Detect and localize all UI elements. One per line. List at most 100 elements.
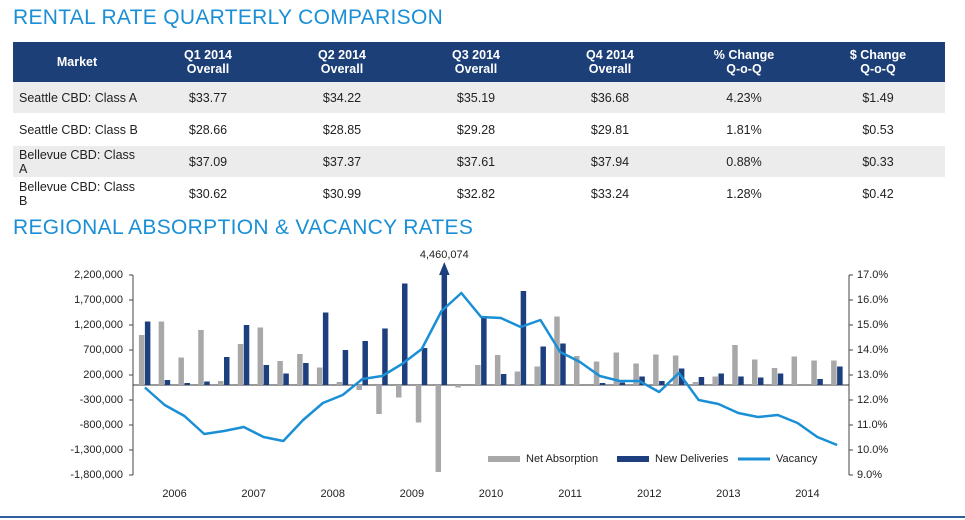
- bar: [243, 325, 250, 385]
- bar: [791, 356, 798, 385]
- bar: [402, 283, 408, 385]
- bar: [204, 381, 210, 385]
- bar: [277, 361, 283, 385]
- bar: [218, 381, 224, 385]
- cell: $35.19: [409, 82, 543, 114]
- cell: $37.61: [409, 145, 543, 178]
- bar: [297, 354, 303, 385]
- cell: $37.94: [543, 145, 677, 178]
- bar: [692, 382, 699, 385]
- bar: [144, 321, 151, 385]
- bar: [831, 360, 837, 385]
- cell: $33.77: [141, 82, 275, 114]
- x-tick-label: 2014: [795, 488, 819, 500]
- header-line: Q-o-Q: [860, 62, 896, 76]
- table-row: Seattle CBD: Class B $28.66 $28.85 $29.28 $2…: [13, 113, 945, 146]
- y-tick-label: -800,000: [80, 419, 123, 431]
- cell: $33.24: [543, 177, 677, 210]
- header-cell: Q1 2014 Overall: [141, 42, 275, 82]
- cell: 0.88%: [677, 145, 811, 178]
- cell: $0.53: [811, 113, 945, 146]
- x-tick-label: 2008: [321, 488, 345, 500]
- header-cell: Q3 2014 Overall: [409, 42, 543, 82]
- cell: $28.85: [275, 113, 409, 146]
- y-tick-label: -1,300,000: [70, 444, 123, 456]
- bar: [376, 385, 382, 414]
- table-row: Bellevue CBD: Class A $37.09 $37.37 $37.61 $…: [13, 145, 945, 178]
- table-row: Bellevue CBD: Class B $30.62 $30.99 $32.82 $…: [13, 177, 945, 210]
- bar: [738, 376, 744, 385]
- header-line: Overall: [320, 62, 364, 76]
- bar: [257, 327, 264, 385]
- x-tick-label: 2010: [479, 488, 503, 500]
- bar: [224, 357, 230, 385]
- legend-label: Vacancy: [776, 453, 818, 465]
- bar: [322, 312, 329, 385]
- bar: [520, 291, 527, 385]
- bar: [659, 381, 665, 385]
- y-tick-label: -1,800,000: [70, 469, 123, 481]
- y-tick-label: 2,200,000: [74, 269, 123, 281]
- bar: [362, 341, 368, 385]
- value-label: 4,460,074: [420, 249, 469, 261]
- y-tick-label: 1,700,000: [74, 294, 123, 306]
- bar: [336, 382, 343, 385]
- y2-tick-label: 16.0%: [857, 294, 888, 306]
- bar: [514, 371, 521, 385]
- bar: [758, 377, 764, 385]
- y2-tick-label: 11.0%: [857, 419, 888, 431]
- bar: [633, 363, 639, 385]
- cell: $1.49: [811, 82, 945, 114]
- bar: [382, 328, 388, 385]
- bar: [752, 359, 758, 385]
- cell: $29.81: [543, 113, 677, 146]
- header-line: Overall: [454, 62, 498, 76]
- header-cell: Market: [13, 42, 141, 82]
- header-line: Q3 2014: [452, 48, 500, 62]
- bar: [494, 355, 501, 385]
- bar: [599, 383, 606, 385]
- header-cell: $ Change Q-o-Q: [811, 42, 945, 82]
- bar: [184, 383, 190, 385]
- cell: $0.42: [811, 177, 945, 210]
- header-cell: Q4 2014 Overall: [543, 42, 677, 82]
- cell: 1.81%: [677, 113, 811, 146]
- header-line: Q2 2014: [318, 48, 366, 62]
- cell: $37.37: [275, 145, 409, 178]
- bar: [777, 373, 784, 385]
- bar: [178, 357, 184, 385]
- bar: [356, 385, 362, 390]
- cell: 1.28%: [677, 177, 811, 210]
- bar: [712, 376, 718, 385]
- x-tick-label: 2013: [716, 488, 740, 500]
- header-line: Q-o-Q: [726, 62, 762, 76]
- bar: [718, 373, 724, 385]
- bar: [771, 368, 778, 385]
- header-line: Q1 2014: [184, 48, 232, 62]
- table-row: Seattle CBD: Class A $33.77 $34.22 $35.19 $3…: [13, 82, 945, 114]
- bar: [732, 345, 738, 385]
- header-cell: % Change Q-o-Q: [677, 42, 811, 82]
- bar: [435, 385, 442, 472]
- bar: [475, 365, 481, 385]
- x-tick-label: 2007: [241, 488, 265, 500]
- bar: [837, 366, 843, 385]
- bar: [455, 385, 461, 388]
- bar: [500, 374, 507, 385]
- bar: [672, 355, 679, 385]
- header-line: Q4 2014: [586, 48, 634, 62]
- y2-tick-label: 14.0%: [857, 344, 888, 356]
- bar: [560, 343, 566, 385]
- bar: [164, 380, 171, 385]
- bar: [481, 317, 487, 385]
- y2-tick-label: 15.0%: [857, 319, 888, 331]
- cell: Bellevue CBD: Class B: [13, 177, 141, 210]
- bar: [396, 385, 402, 398]
- bar: [574, 356, 580, 385]
- y2-tick-label: 13.0%: [857, 369, 888, 381]
- bar: [198, 330, 204, 385]
- bar: [534, 366, 540, 385]
- cell: $37.09: [141, 145, 275, 178]
